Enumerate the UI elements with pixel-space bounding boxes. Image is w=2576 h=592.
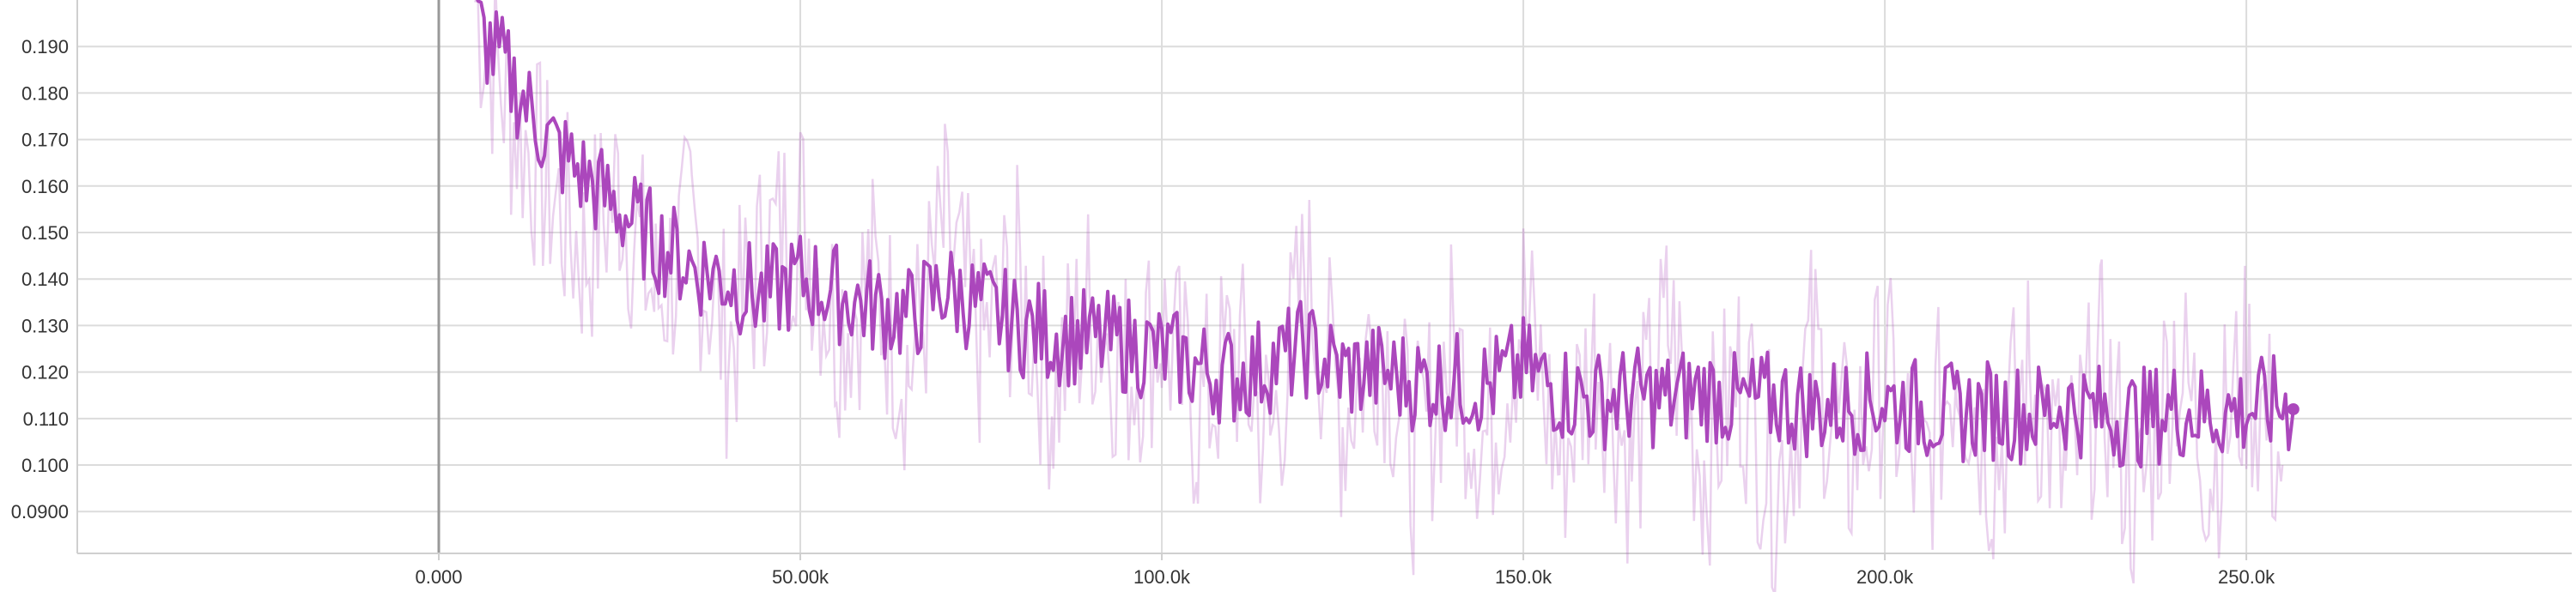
- smoothed-series-line: [476, 0, 2295, 469]
- x-tick-label: 250.0k: [2218, 566, 2275, 588]
- x-tick-label: 0.000: [415, 566, 462, 588]
- y-tick-label: 0.100: [21, 455, 69, 476]
- x-tick-label: 200.0k: [1856, 566, 1914, 588]
- last-point-marker: [2287, 402, 2300, 415]
- grid-layer: [77, 0, 2572, 553]
- tick-label-layer: 0.0900 0.100 0.110 0.120 0.130 0.140 0.150 0.16…: [11, 36, 2275, 588]
- axis-layer: [76, 0, 2572, 560]
- y-tick-label: 0.110: [23, 408, 69, 430]
- y-tick-label: 0.160: [21, 176, 69, 197]
- y-tick-label: 0.180: [21, 82, 69, 104]
- x-tick-label: 150.0k: [1495, 566, 1552, 588]
- y-tick-label: 0.150: [21, 222, 69, 244]
- y-tick-label: 0.140: [21, 269, 69, 290]
- x-tick-label: 50.00k: [772, 566, 829, 588]
- series-layer: [473, 0, 2300, 592]
- y-tick-label: 0.190: [21, 36, 69, 57]
- y-tick-label: 0.170: [21, 130, 69, 151]
- y-tick-label: 0.130: [21, 315, 69, 336]
- y-tick-label: 0.120: [21, 362, 69, 384]
- y-tick-label: 0.0900: [11, 501, 69, 523]
- x-tick-label: 100.0k: [1133, 566, 1191, 588]
